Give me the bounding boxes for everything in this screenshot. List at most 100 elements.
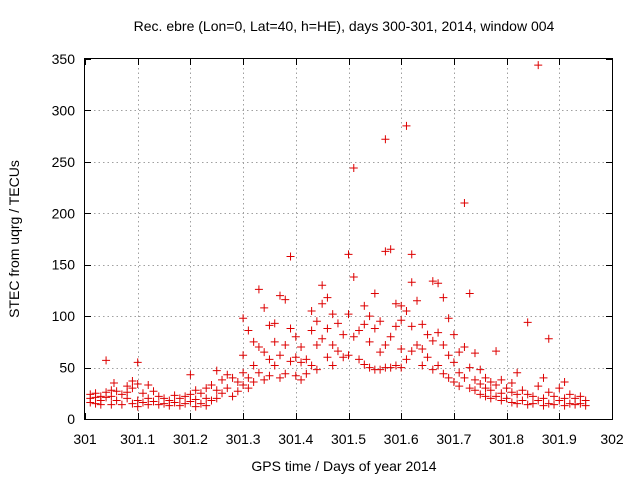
data-point [302,369,311,378]
data-point [465,363,474,372]
data-point [581,401,590,410]
data-point [365,337,374,346]
data-point [186,390,195,399]
data-point [502,384,511,393]
data-point [444,314,453,323]
data-point [323,353,332,362]
data-point [175,394,184,403]
data-point [418,320,427,329]
data-point [270,361,279,370]
data-point [502,394,511,403]
data-point [239,351,248,360]
data-point [476,380,485,389]
x-tick-label: 301.1 [120,431,155,447]
data-point [191,386,200,395]
data-point [497,389,506,398]
data-point [349,332,358,341]
data-point [212,386,221,395]
grid [85,59,612,419]
data-point [297,343,306,351]
x-tick-label: 301.5 [331,431,366,447]
data-point [128,376,137,385]
data-point [360,301,369,310]
data-point [181,399,190,408]
data-point [391,299,400,308]
x-tick-label: 301.9 [542,431,577,447]
data-point [191,395,200,404]
data-point [523,390,532,399]
data-point [102,393,111,402]
data-point [465,384,474,393]
data-point [507,398,516,407]
data-point [397,363,406,372]
data-point [254,285,263,294]
data-point [465,289,474,298]
data-point [544,388,553,397]
chart-title: Rec. ebre (Lon=0, Lat=40, h=HE), days 30… [134,18,555,34]
data-point [518,386,527,395]
data-point [286,252,295,261]
y-tick-label: 100 [52,308,76,324]
data-point [170,398,179,407]
data-point [365,363,374,372]
data-point [312,340,321,349]
data-point [181,392,190,401]
data-point [460,343,469,351]
y-tick-label: 300 [52,102,76,118]
data-point [497,375,506,384]
data-point [497,396,506,405]
data-point [449,377,458,386]
data-point [418,345,427,354]
data-point [133,358,142,367]
data-point [534,396,543,405]
data-point [560,377,569,386]
data-point [212,394,221,403]
data-point [402,121,411,130]
data-point [507,388,516,397]
x-tick-label: 301 [73,431,97,447]
data-point [507,379,516,387]
data-point [312,317,321,326]
data-point [528,392,537,401]
data-point [244,326,253,335]
data-point [492,347,501,356]
data-point [170,391,179,400]
data-point [413,340,422,349]
data-point [91,399,100,408]
data-point [281,340,290,349]
data-point [360,320,369,329]
data-point [107,392,116,401]
data-point [344,351,353,360]
data-point [381,247,390,256]
data-point [492,381,501,390]
data-point [328,310,337,319]
data-point [339,330,348,339]
data-point [444,351,453,360]
data-point [191,402,200,411]
data-point [260,303,269,312]
data-point [291,353,300,362]
data-point [333,347,342,356]
data-point [228,392,237,401]
data-point [513,399,522,408]
x-tick-label: 301.3 [226,431,261,447]
data-point [297,358,306,367]
y-tick-label: 200 [52,205,76,221]
data-point [528,399,537,408]
x-tick-label: 301.4 [278,431,313,447]
data-point [318,334,327,343]
data-point [407,347,416,356]
data-point [481,392,490,401]
data-point [365,312,374,321]
data-point [386,332,395,341]
data-point [128,399,137,408]
data-point [328,340,337,349]
data-point [560,401,569,410]
data-point [270,337,279,346]
data-point [275,373,284,382]
data-point [360,360,369,369]
data-point [571,400,580,409]
data-point [307,326,316,335]
data-point [376,365,385,374]
data-point [328,361,337,370]
